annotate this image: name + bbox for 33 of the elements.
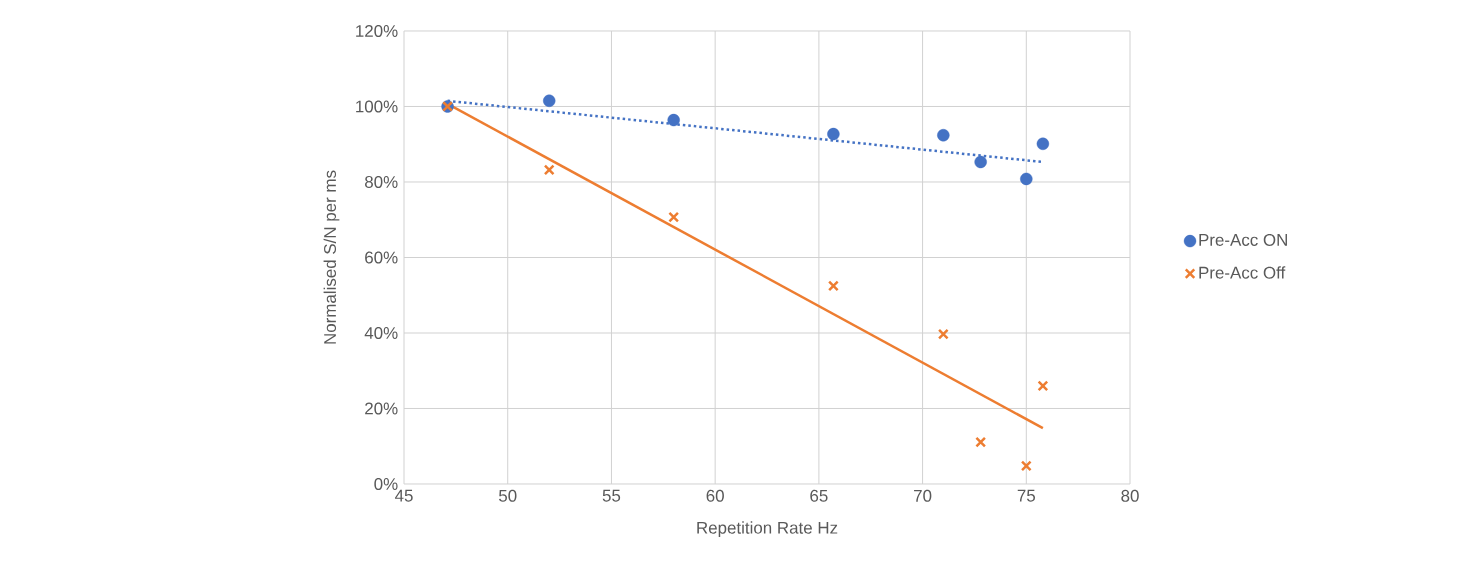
y-tick-label: 60%	[365, 251, 398, 264]
x-tick-label: 80	[1121, 489, 1139, 502]
point	[543, 94, 556, 108]
x-tick-label: 50	[498, 489, 517, 502]
point	[1037, 380, 1049, 392]
point	[1020, 172, 1033, 186]
x-tick-label: 45	[394, 489, 413, 502]
x-axis-title: Repetition Rate Hz	[697, 521, 838, 538]
point	[827, 280, 839, 292]
point	[668, 211, 680, 223]
y-tick-label: 40%	[364, 326, 398, 339]
y-tick-label: 80%	[365, 175, 398, 188]
legend-label: Pre-Acc ON	[1199, 233, 1287, 246]
y-tick-label: 100%	[356, 100, 398, 113]
point	[667, 113, 680, 127]
x-tick-label: 55	[602, 489, 621, 502]
point	[1020, 460, 1032, 472]
x-tick-label: 70	[914, 489, 932, 502]
x-tick-label: 65	[810, 489, 828, 502]
x-tick-label: 75	[1017, 489, 1036, 502]
point	[975, 436, 987, 448]
y-tick-label: 20%	[365, 402, 398, 415]
legend-label: Pre-Acc Off	[1199, 266, 1286, 279]
point	[1036, 137, 1050, 151]
point	[543, 164, 555, 176]
point	[937, 328, 949, 340]
point	[937, 128, 950, 142]
x-tick-label: 60	[706, 489, 724, 502]
point	[974, 155, 987, 169]
y-axis-title: Normalised S/N per ms	[323, 170, 340, 344]
point	[827, 127, 840, 141]
y-tick-label: 0%	[374, 477, 398, 490]
y-tick-label: 120%	[356, 24, 398, 37]
